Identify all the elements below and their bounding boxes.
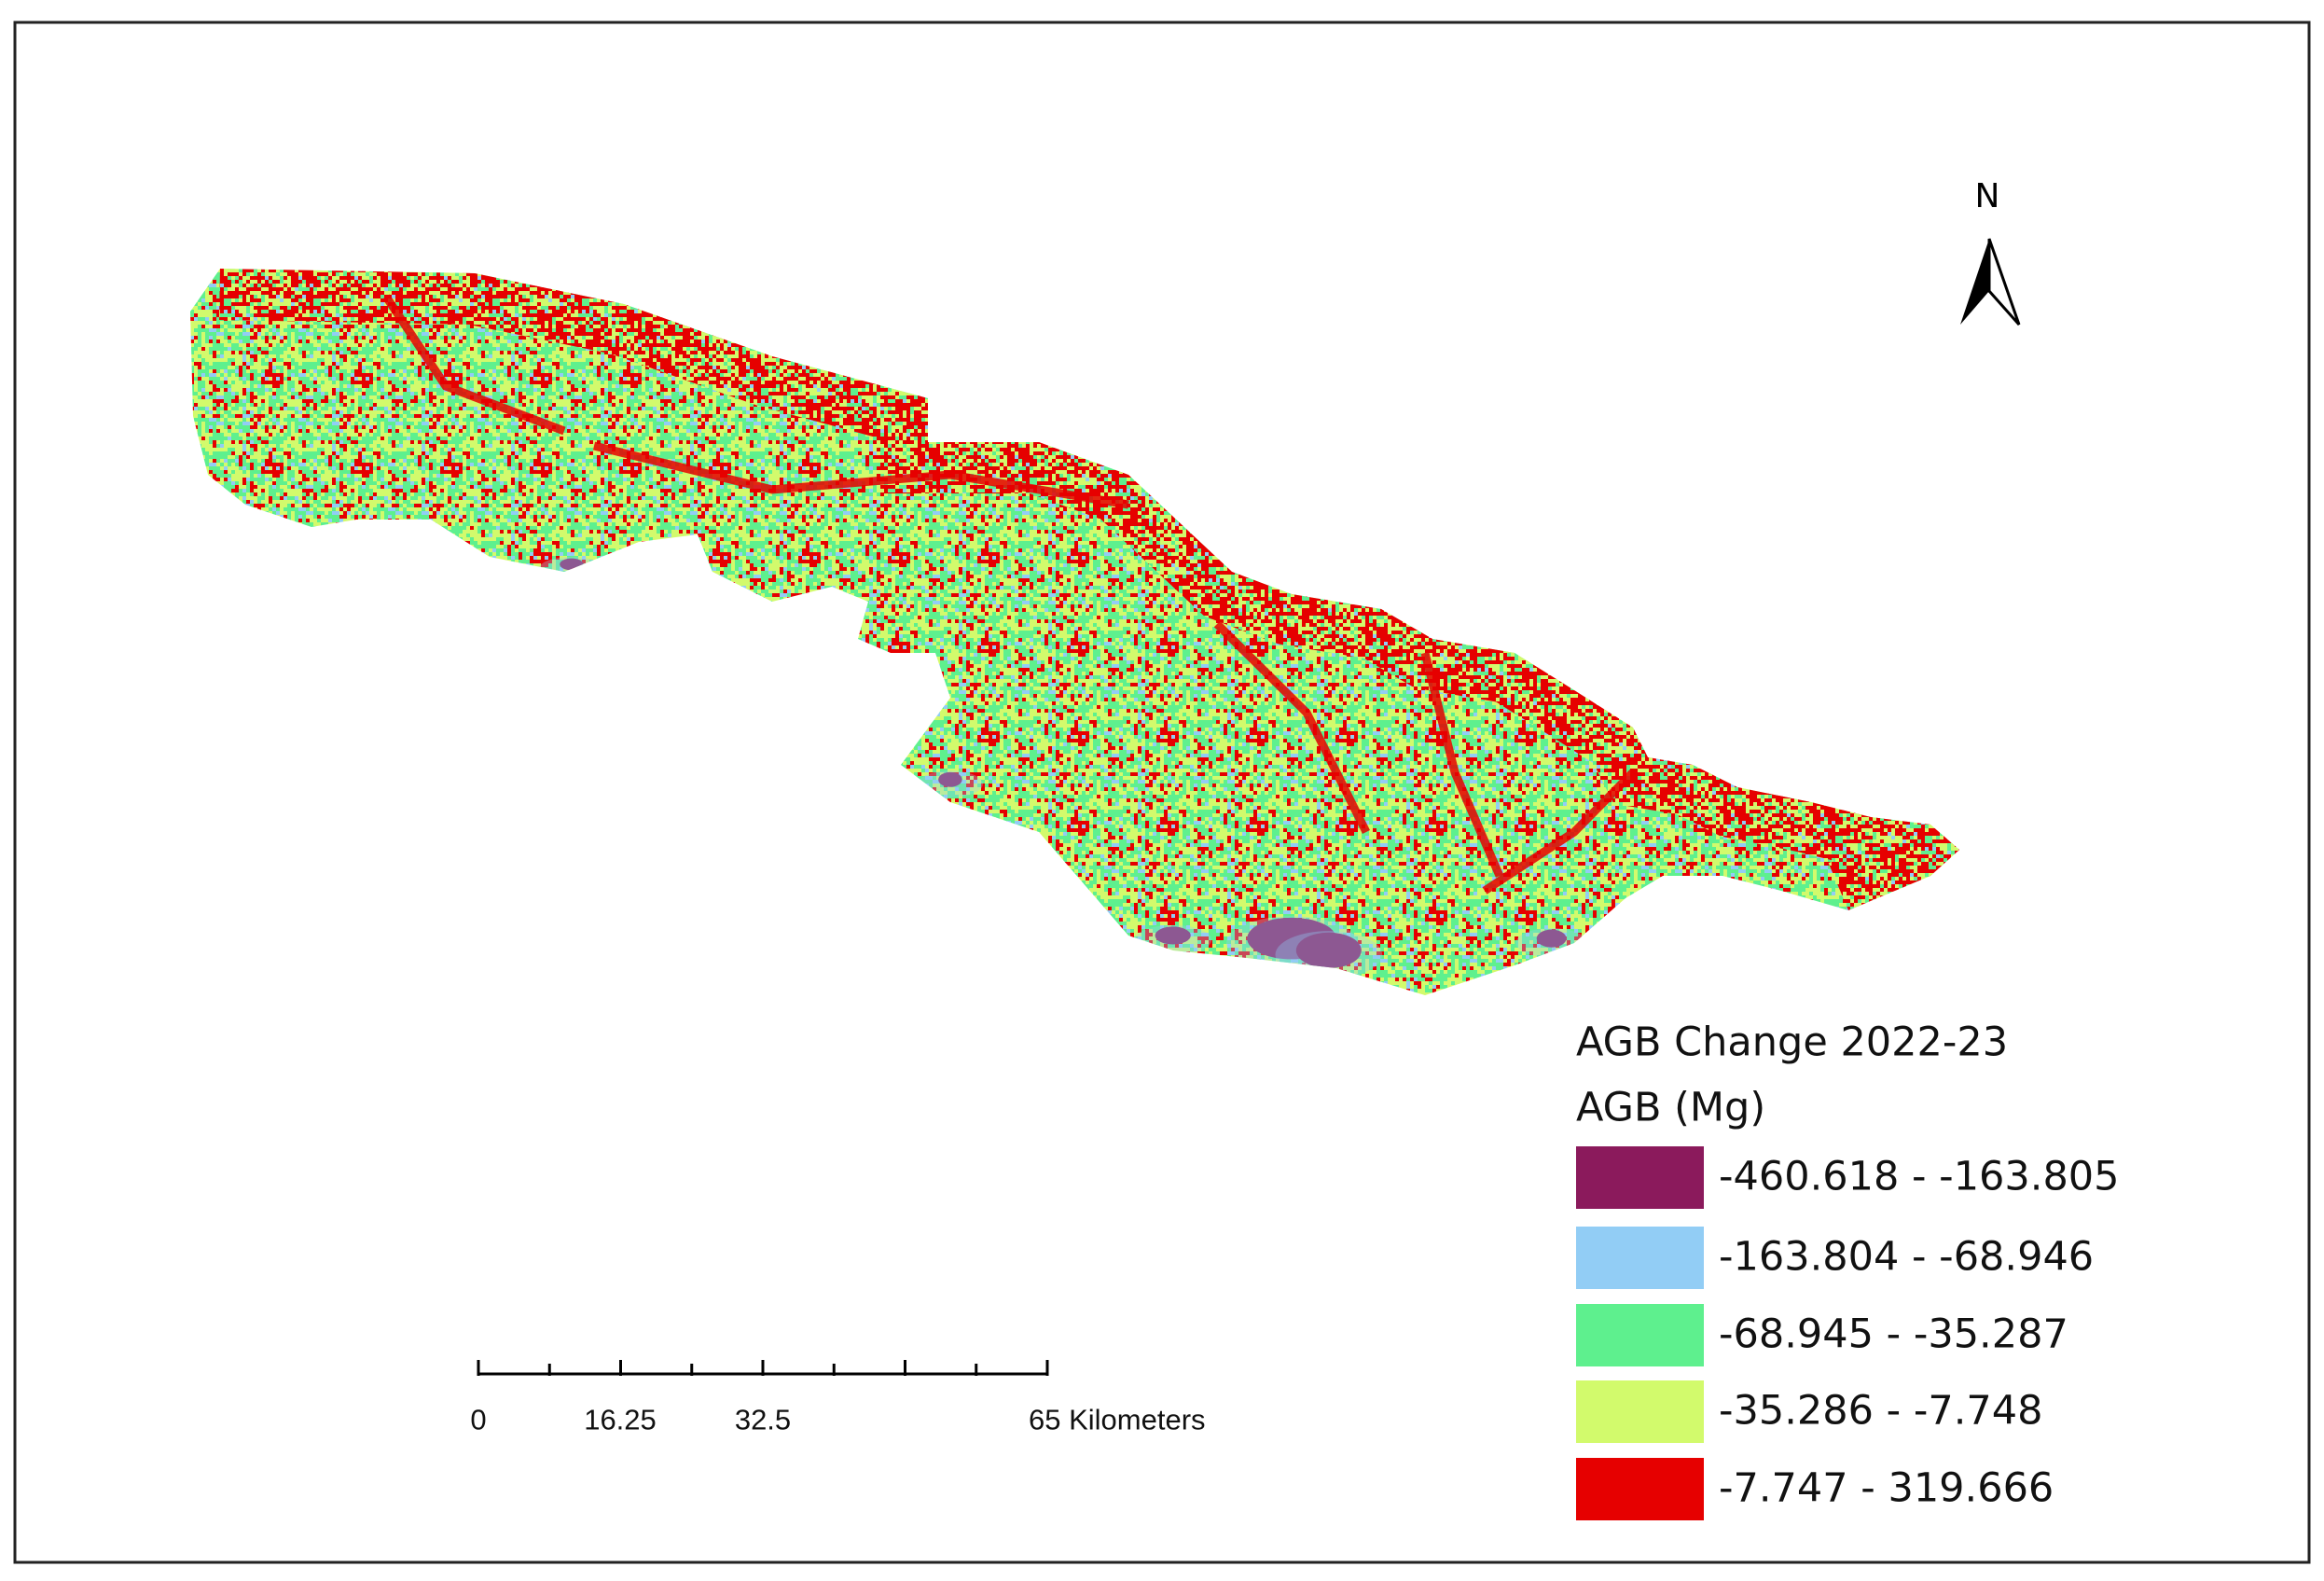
- streak: [382, 294, 566, 436]
- streak: [1420, 651, 1504, 878]
- loss-patch: [1536, 929, 1567, 948]
- streak: [1213, 620, 1371, 835]
- legend-label: -163.804 - -68.946: [1719, 1234, 2094, 1281]
- raster-fill: [190, 269, 1959, 995]
- legend-swatch: [1576, 1227, 1704, 1289]
- legend-subtitle: AGB (Mg): [1576, 1085, 1765, 1131]
- loss-patch: [1155, 926, 1191, 945]
- legend: AGB Change 2022-23 AGB (Mg) -460.618 - -…: [1576, 1019, 2120, 1520]
- north-label: N: [1975, 177, 2000, 215]
- legend-swatch: [1576, 1458, 1704, 1520]
- north-arrow-left: [1960, 239, 1989, 325]
- scale-label: 0: [470, 1403, 486, 1435]
- north-arrow-right: [1987, 238, 2021, 326]
- scale-label: 16.25: [584, 1403, 657, 1435]
- scale-label: 65 Kilometers: [1029, 1403, 1206, 1435]
- legend-label: -460.618 - -163.805: [1719, 1154, 2120, 1200]
- legend-swatch: [1576, 1146, 1704, 1209]
- legend-swatch: [1576, 1380, 1704, 1443]
- legend-swatch: [1576, 1304, 1704, 1366]
- loss-patch: [938, 771, 962, 787]
- legend-title: AGB Change 2022-23: [1576, 1019, 2008, 1066]
- legend-label: -35.286 - -7.748: [1719, 1388, 2042, 1435]
- streak: [592, 441, 1129, 509]
- loss-patch: [1295, 932, 1362, 968]
- scale-label: 32.5: [735, 1403, 791, 1435]
- north-arrow: N: [1960, 177, 2021, 326]
- streak: [1482, 769, 1637, 895]
- scale-bar: 0 16.25 32.5 65 Kilometers: [470, 1360, 1206, 1435]
- legend-label: -7.747 - 319.666: [1719, 1465, 2054, 1512]
- legend-label: -68.945 - -35.287: [1719, 1311, 2068, 1358]
